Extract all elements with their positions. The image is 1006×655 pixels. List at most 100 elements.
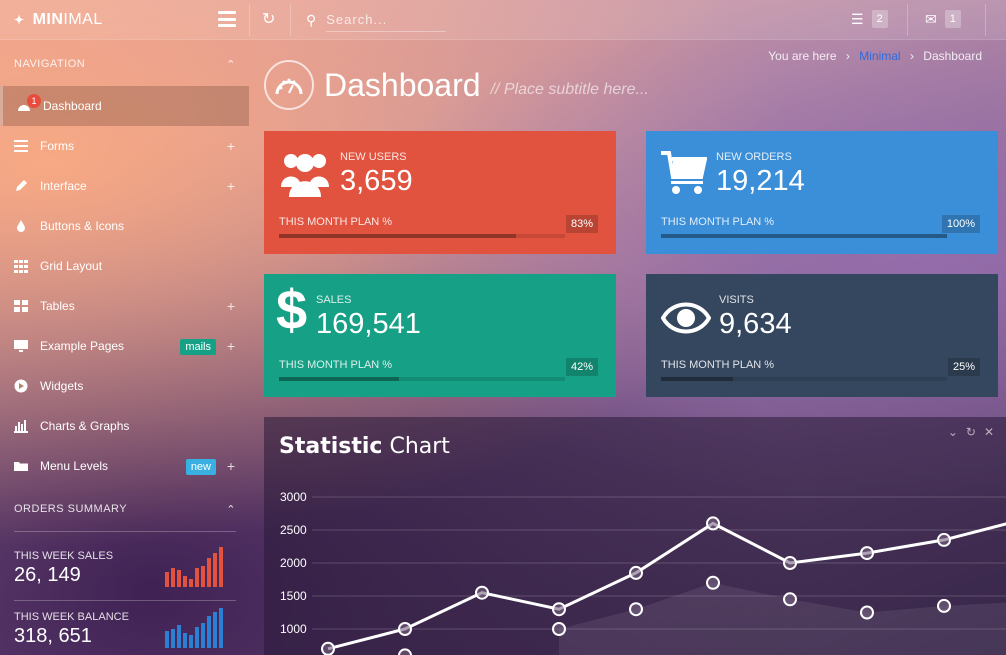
card-plan-label: THIS MONTH PLAN % [661, 216, 775, 228]
brand-name-thin: IMAL [63, 11, 103, 28]
card-plan-label: THIS MONTH PLAN % [661, 359, 775, 371]
sparkline-bar [171, 629, 175, 648]
tasks-count-badge: 2 [871, 10, 888, 28]
sidebar-item-example-pages[interactable]: Example Pages mails + [0, 326, 249, 366]
card-value: 9,634 [719, 308, 792, 340]
dashboard-icon [18, 105, 30, 111]
tasks-icon: ☰ [851, 10, 864, 27]
sparkline-bar [183, 576, 187, 587]
divider [907, 4, 908, 36]
sparkline-bar [165, 572, 169, 587]
series-point [552, 602, 566, 617]
sidebar-item-label: Tables [40, 299, 75, 313]
series-point [783, 592, 797, 607]
card-value: 3,659 [340, 165, 413, 197]
divider [14, 600, 236, 601]
sparkline-bar [165, 631, 169, 648]
card-percent-badge: 25% [947, 358, 980, 376]
card-label: VISITS [719, 294, 754, 306]
sidebar-item-charts-graphs[interactable]: Charts & Graphs [0, 406, 249, 446]
card-progress-fill [661, 377, 733, 381]
collapse-icon[interactable]: ⌄ [947, 425, 958, 439]
card-plan-label: THIS MONTH PLAN % [279, 216, 393, 228]
expand-plus-icon[interactable]: + [226, 178, 235, 194]
card-plan-label: THIS MONTH PLAN % [279, 359, 393, 371]
sidebar-item-tables[interactable]: Tables + [0, 286, 249, 326]
stat-card-new-users[interactable]: NEW USERS 3,659 THIS MONTH PLAN % 83% [264, 131, 616, 254]
messages-button[interactable]: ✉ 1 [925, 10, 961, 28]
card-percent-badge: 83% [565, 215, 598, 233]
sidebar-item-interface[interactable]: Interface + [0, 166, 249, 206]
series-point [475, 585, 489, 600]
stat-card-new-orders[interactable]: NEW ORDERS 19,214 THIS MONTH PLAN % 100% [646, 131, 998, 254]
breadcrumb-current: Dashboard [923, 49, 982, 63]
grid-icon [14, 260, 28, 273]
list-icon [14, 140, 28, 152]
card-value: 19,214 [716, 165, 805, 197]
sidebar-item-menu-levels[interactable]: Menu Levels new + [0, 446, 249, 486]
notification-badge: 1 [27, 94, 41, 108]
brand-logo[interactable]: ✦ MIN IMAL [0, 0, 249, 40]
card-label: NEW ORDERS [716, 151, 792, 163]
expand-plus-icon[interactable]: + [226, 138, 235, 154]
sparkline-bar [195, 568, 199, 587]
y-tick-label: 3000 [280, 490, 307, 504]
users-icon [281, 154, 329, 197]
expand-plus-icon[interactable]: + [226, 458, 235, 474]
sparkline-bar [201, 566, 205, 587]
series-point [629, 565, 643, 580]
sidebar-item-label: Interface [40, 179, 87, 193]
navigation-heading[interactable]: NAVIGATION ⌃ [14, 58, 236, 71]
sidebar-item-label: Buttons & Icons [40, 219, 125, 233]
orders-summary-heading[interactable]: ORDERS SUMMARY ⌃ [14, 503, 236, 516]
sidebar-item-widgets[interactable]: Widgets [0, 366, 249, 406]
pencil-icon [16, 180, 27, 191]
messages-count-badge: 1 [944, 10, 961, 28]
sparkline-bar [177, 570, 181, 587]
card-label: SALES [316, 294, 352, 306]
y-tick-label: 1000 [280, 622, 307, 636]
sidebar: NAVIGATION ⌃ 1 Dashboard Forms + Interfa… [0, 40, 249, 655]
sidebar-item-label: Dashboard [43, 99, 102, 113]
chevron-up-icon[interactable]: ⌃ [226, 59, 236, 71]
card-percent-badge: 100% [941, 215, 980, 233]
sidebar-item-dashboard[interactable]: 1 Dashboard [0, 86, 249, 126]
sparkline-bar [189, 579, 193, 587]
sidebar-item-buttons-icons[interactable]: Buttons & Icons [0, 206, 249, 246]
breadcrumb-prefix: You are here [768, 49, 837, 63]
card-progress-track [661, 377, 947, 381]
refresh-icon[interactable]: ↻ [262, 11, 276, 28]
stat-card-visits[interactable]: VISITS 9,634 THIS MONTH PLAN % 25% [646, 274, 998, 397]
mails-badge: mails [180, 339, 216, 355]
breadcrumb-link-minimal[interactable]: Minimal [859, 49, 901, 63]
chevron-up-icon[interactable]: ⌃ [226, 504, 236, 516]
hamburger-menu-icon[interactable] [218, 11, 236, 27]
expand-plus-icon[interactable]: + [226, 298, 235, 314]
week-balance-label: THIS WEEK BALANCE [14, 611, 129, 623]
sidebar-item-forms[interactable]: Forms + [0, 126, 249, 166]
sidebar-item-grid-layout[interactable]: Grid Layout [0, 246, 249, 286]
tasks-button[interactable]: ☰ 2 [851, 10, 888, 28]
stat-card-sales[interactable]: $ SALES 169,541 THIS MONTH PLAN % 42% [264, 274, 616, 397]
refresh-icon[interactable]: ↻ [965, 425, 976, 439]
navigation-heading-label: NAVIGATION [14, 58, 86, 70]
desktop-icon [14, 340, 28, 352]
search-input[interactable] [326, 8, 447, 32]
series-point [706, 516, 720, 531]
card-progress-fill [279, 377, 400, 381]
search-icon[interactable]: ⚲ [306, 11, 317, 28]
divider [985, 4, 986, 36]
sidebar-item-label: Example Pages [40, 339, 125, 353]
sparkline-bar [213, 612, 217, 648]
play-circle-icon [14, 379, 28, 393]
series-point [629, 602, 643, 617]
search-box: ⚲ [306, 8, 447, 32]
sidebar-item-label: Forms [40, 139, 74, 153]
expand-plus-icon[interactable]: + [226, 338, 235, 354]
brand-name-bold: MIN [32, 11, 64, 28]
close-icon[interactable]: ✕ [983, 425, 994, 439]
y-tick-label: 1500 [280, 589, 307, 603]
card-label: NEW USERS [340, 151, 407, 163]
y-tick-label: 2000 [280, 556, 307, 570]
